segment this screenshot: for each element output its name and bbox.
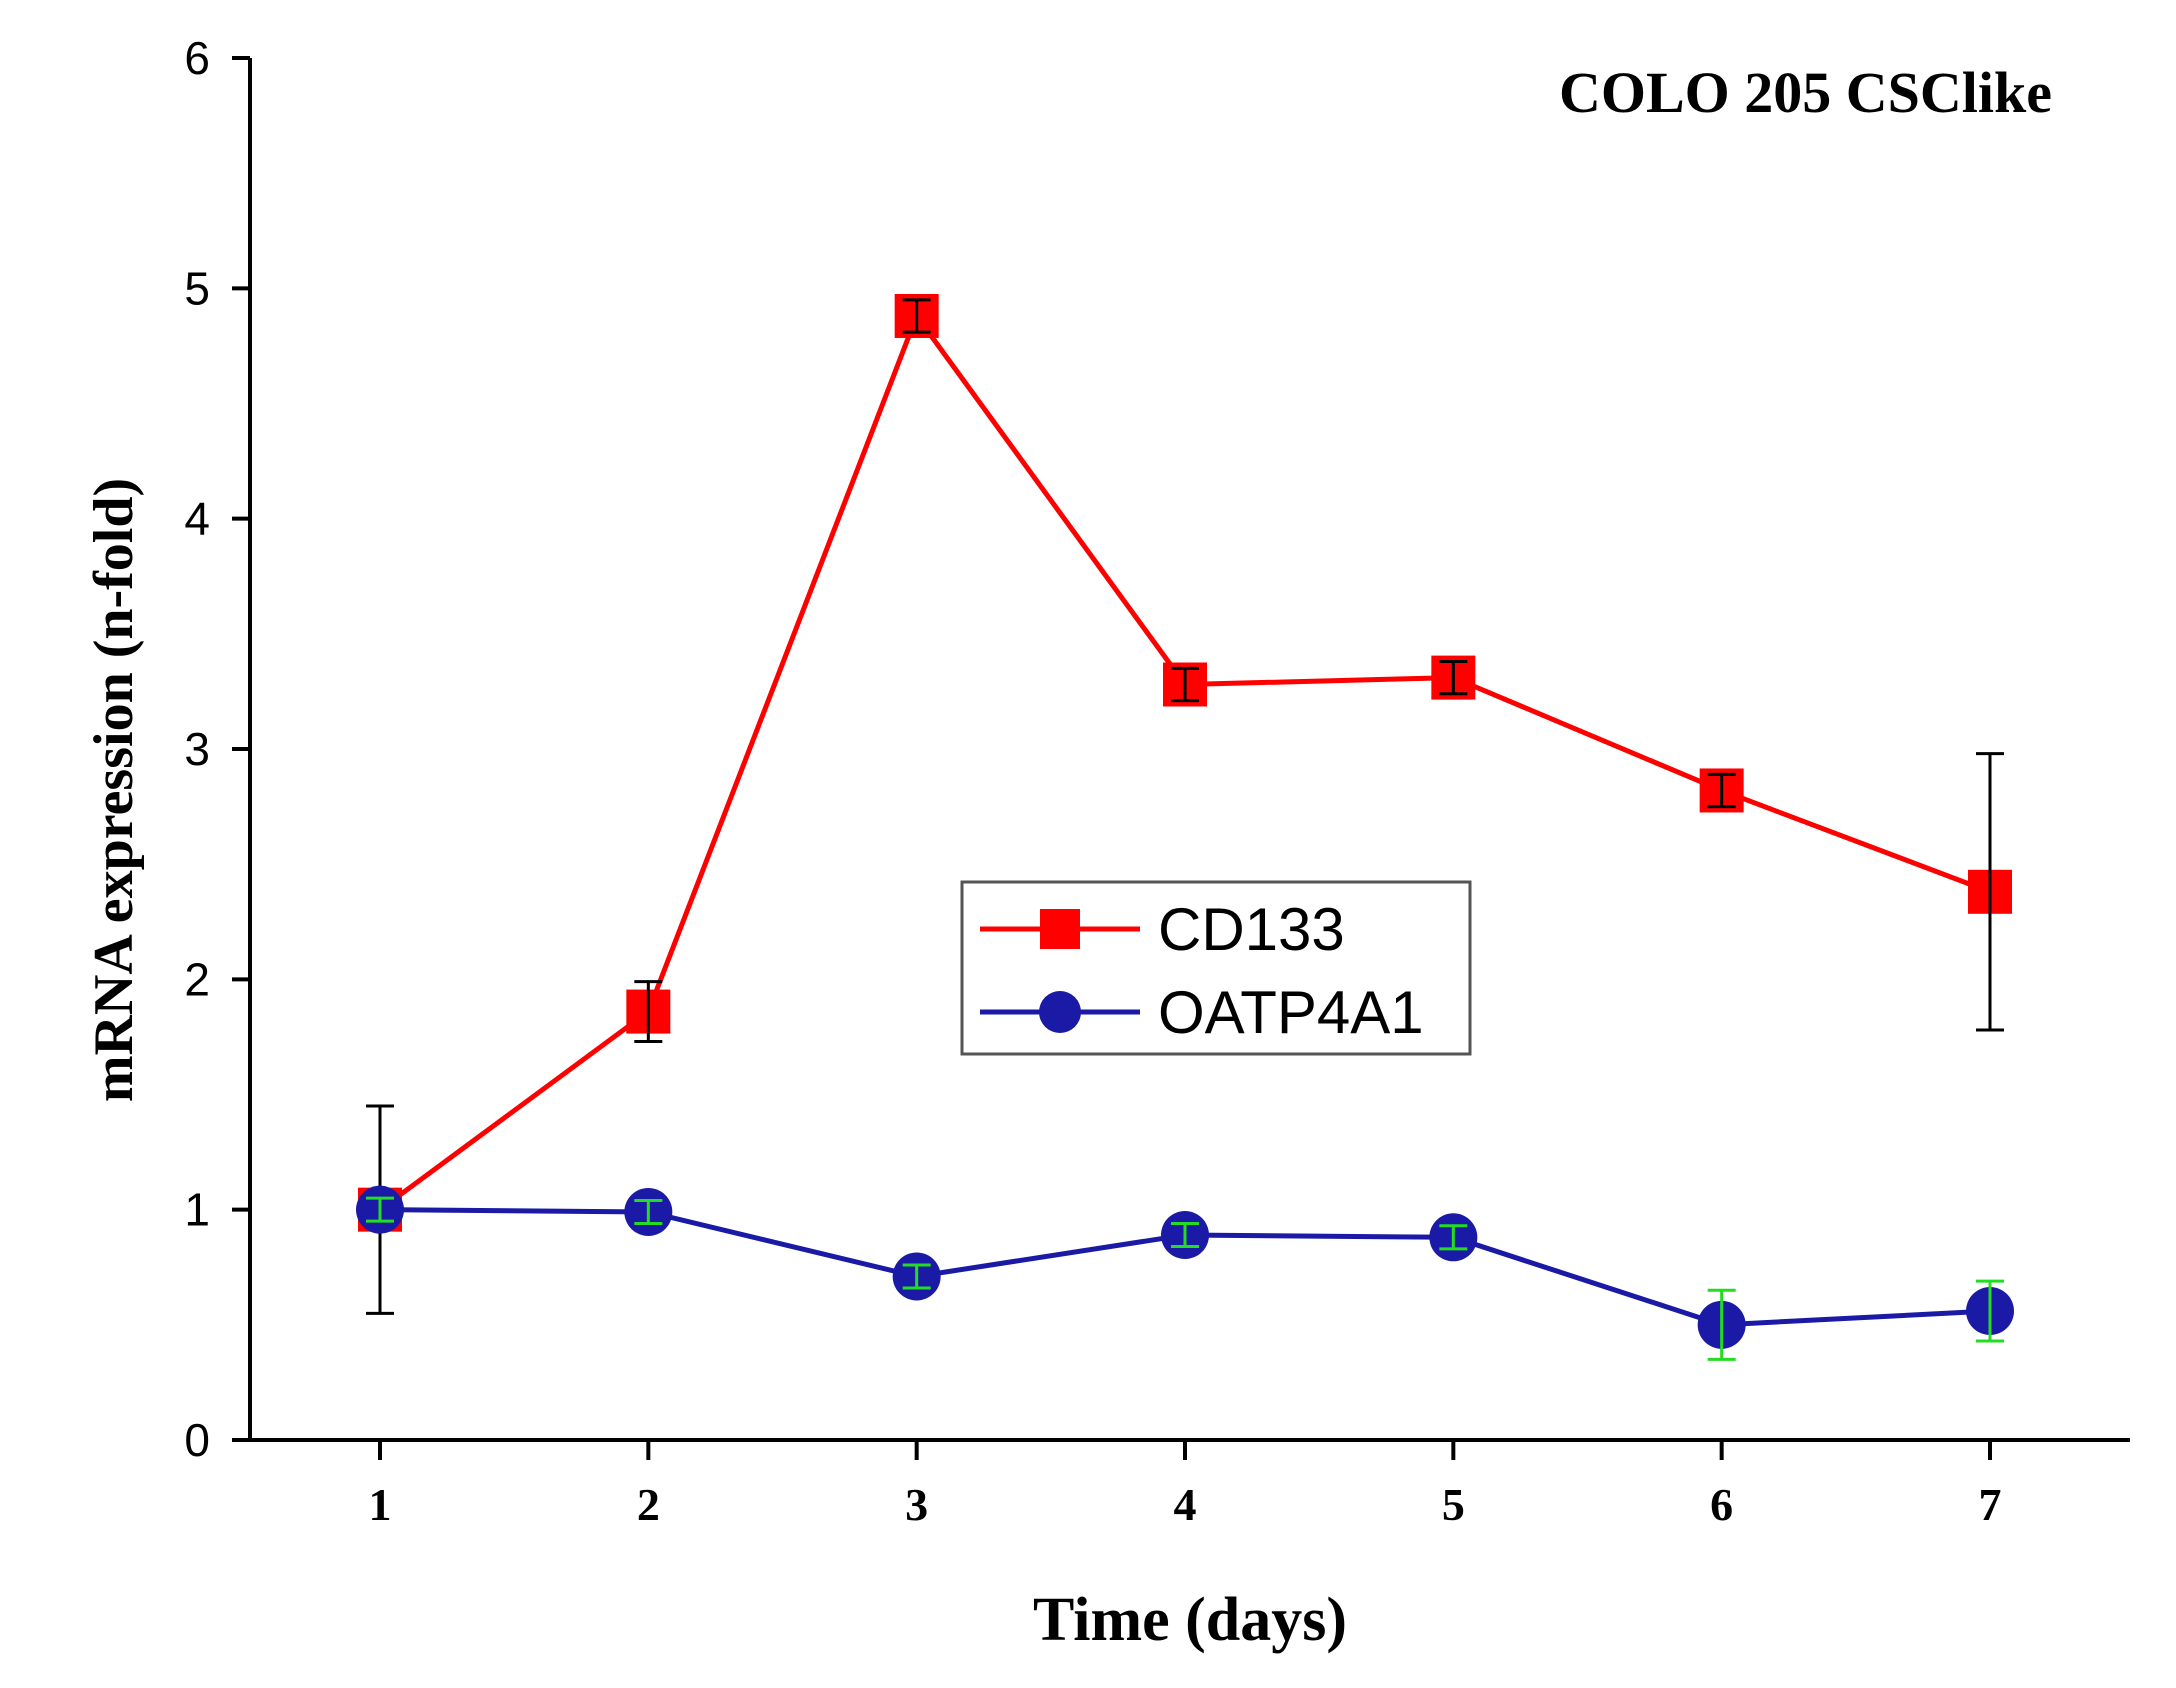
y-tick-label: 6	[184, 32, 210, 84]
legend: CD133 OATP4A1	[960, 880, 1472, 1056]
points-oatp4a1	[356, 1185, 2014, 1361]
series-layer	[356, 293, 2014, 1361]
y-ticks: 0 1 2 3 4 5 6	[184, 32, 250, 1466]
legend-marker-cd133	[1040, 909, 1080, 949]
y-tick-label: 2	[184, 953, 210, 1005]
legend-label-cd133: CD133	[1158, 896, 1345, 963]
x-tick-label: 5	[1442, 1479, 1465, 1530]
y-axis-title: mRNA expression (n-fold)	[83, 478, 145, 1102]
error-bar-oatp4a1	[1439, 1224, 1468, 1251]
error-bar-oatp4a1	[902, 1263, 931, 1290]
y-tick-label: 1	[184, 1184, 210, 1236]
series-cd133	[378, 310, 1991, 1212]
x-tick-label: 3	[905, 1479, 928, 1530]
y-tick-label: 5	[184, 262, 210, 314]
x-tick-label: 1	[369, 1479, 392, 1530]
chart-title: COLO 205 CSClike	[1559, 60, 2052, 125]
error-bar-oatp4a1	[1171, 1221, 1199, 1249]
series-line-cd133	[378, 310, 1991, 1212]
x-tick-label: 2	[637, 1479, 660, 1530]
legend-label-oatp4a1: OATP4A1	[1158, 979, 1424, 1046]
x-ticks: 1 2 3 4 5 6 7	[369, 1440, 2002, 1530]
error-bar-oatp4a1	[1976, 1279, 2004, 1343]
error-bar-cd133	[1976, 752, 2004, 1032]
x-tick-label: 6	[1710, 1479, 1733, 1530]
error-bar-cd133	[1707, 772, 1736, 809]
error-bar-cd133	[902, 298, 931, 334]
y-tick-label: 4	[184, 493, 210, 545]
error-bar-oatp4a1	[634, 1198, 663, 1225]
error-bar-oatp4a1	[366, 1196, 394, 1223]
error-bar-cd133	[1439, 659, 1468, 696]
x-tick-label: 7	[1979, 1479, 2002, 1530]
points-cd133	[358, 293, 2012, 1315]
error-bar-cd133	[634, 980, 663, 1044]
x-axis-title: Time (days)	[1033, 1586, 1347, 1654]
legend-marker-oatp4a1	[1039, 991, 1081, 1033]
x-tick-label: 4	[1174, 1479, 1197, 1530]
error-bar-cd133	[1171, 666, 1199, 703]
y-tick-label: 0	[184, 1414, 210, 1466]
y-tick-label: 3	[184, 723, 210, 775]
error-bar-oatp4a1	[1707, 1288, 1736, 1361]
